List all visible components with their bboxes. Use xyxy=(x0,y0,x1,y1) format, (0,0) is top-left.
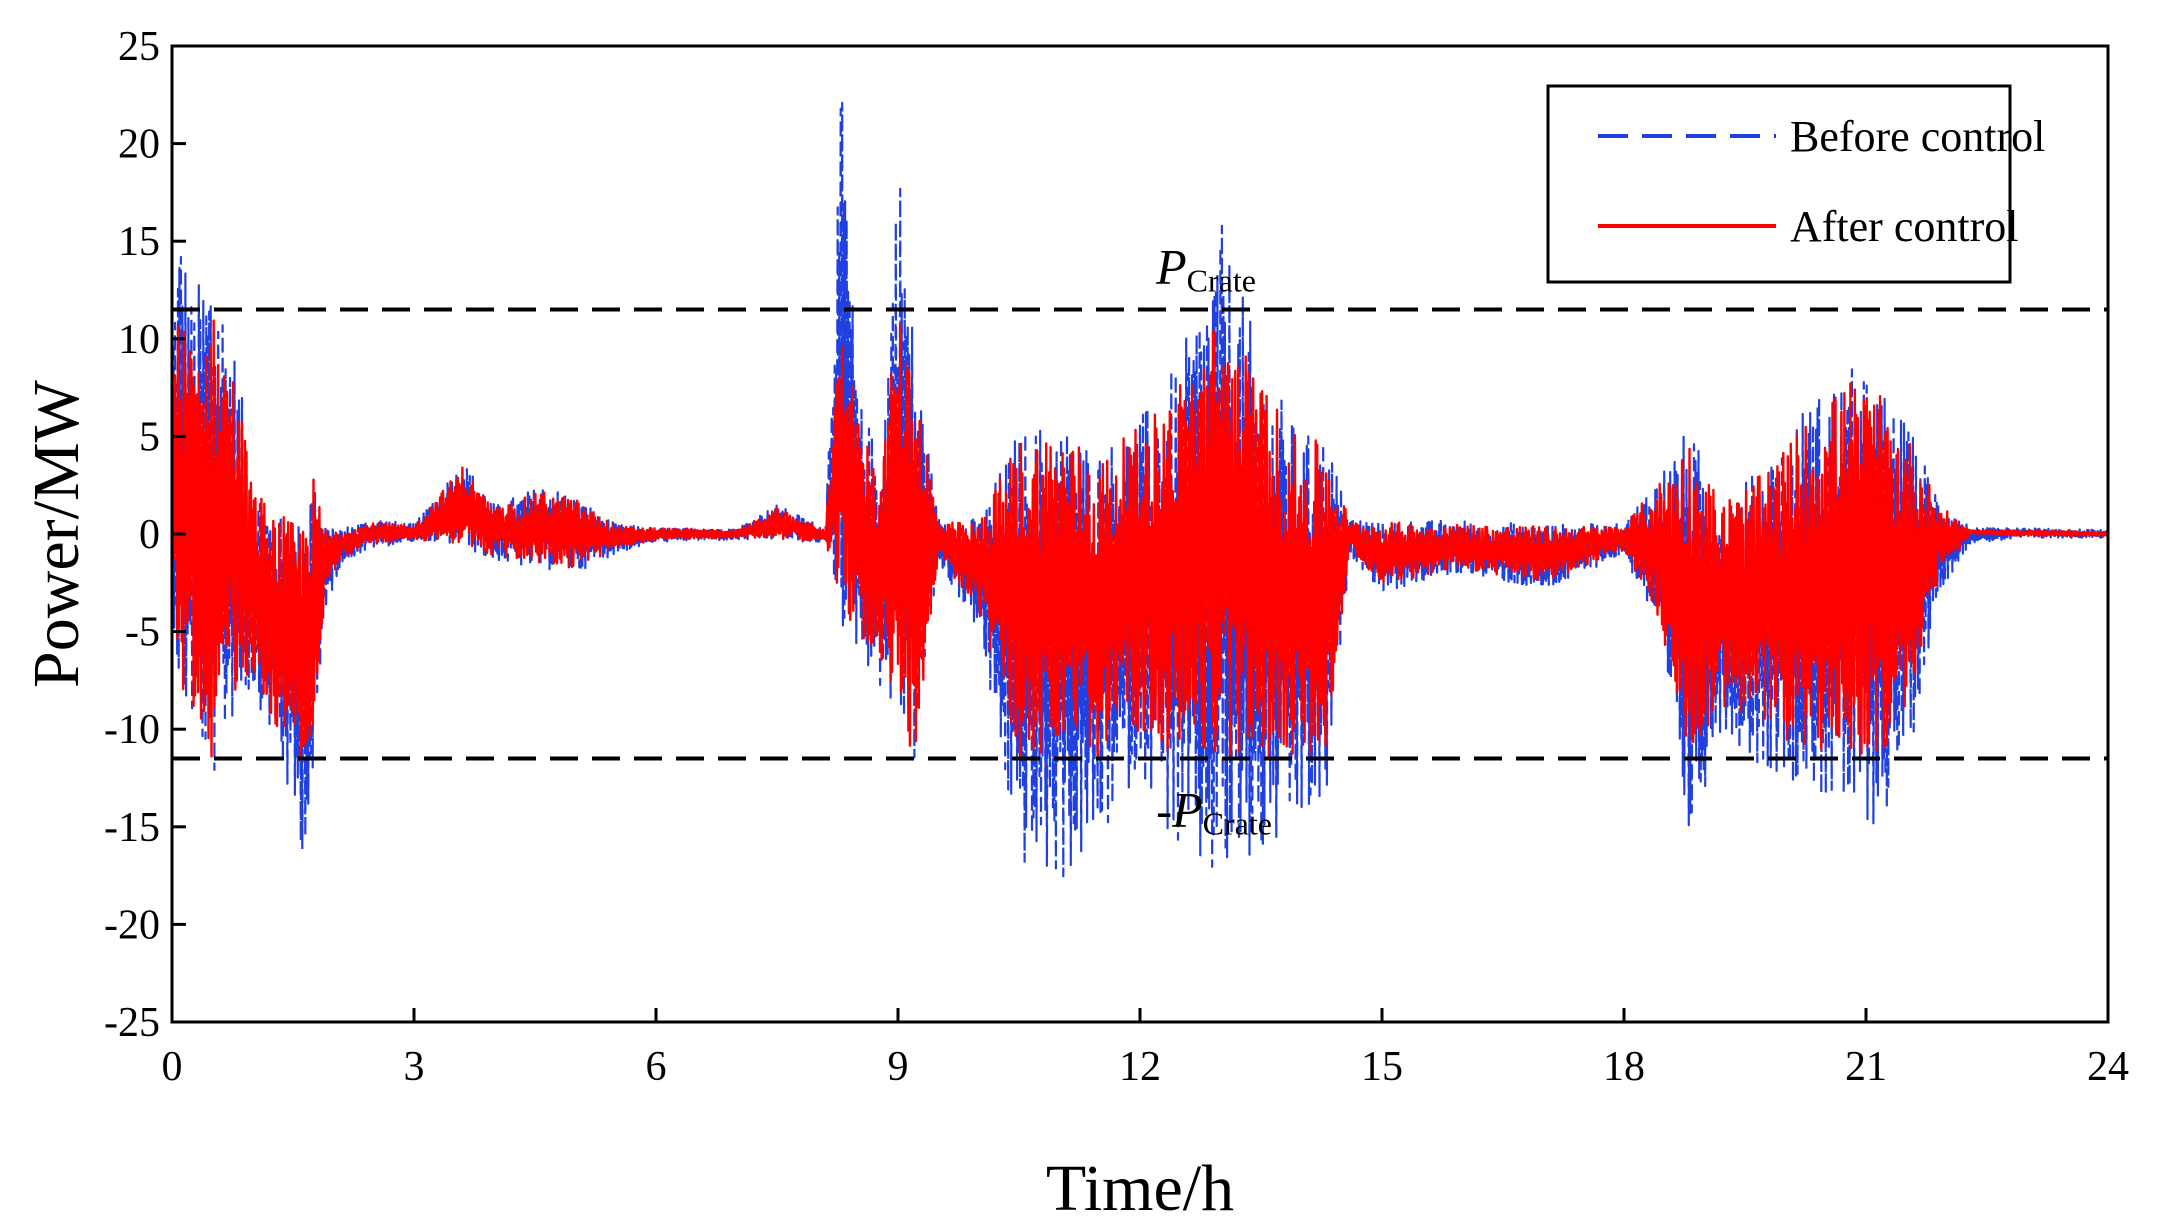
x-tick-label: 0 xyxy=(162,1044,183,1090)
x-tick-label: 15 xyxy=(1361,1044,1403,1090)
y-axis: -25 -20 -15 -10 -5 0 5 10 15 20 25 xyxy=(104,24,186,1046)
x-axis: 0 3 6 9 12 15 18 21 24 xyxy=(162,1008,2129,1090)
legend-label-after: After control xyxy=(1790,202,2018,251)
y-tick-label: 5 xyxy=(139,414,160,460)
x-axis-label: Time/h xyxy=(1046,1152,1234,1225)
x-tick-label: 21 xyxy=(1845,1044,1887,1090)
y-tick-label: 15 xyxy=(118,219,160,265)
rated-limit-annotations: PCrate -PCrate xyxy=(1155,239,1272,842)
y-tick-label: -15 xyxy=(104,805,160,851)
x-tick-label: 12 xyxy=(1119,1044,1161,1090)
rated-limit-lines xyxy=(172,307,2108,761)
y-tick-label: 25 xyxy=(118,24,160,70)
y-tick-label: 20 xyxy=(118,122,160,168)
y-tick-label: -5 xyxy=(125,610,160,656)
y-tick-label: -25 xyxy=(104,1000,160,1046)
y-tick-label: 10 xyxy=(118,317,160,363)
series-layer xyxy=(170,101,2110,878)
y-tick-label: -20 xyxy=(104,902,160,948)
x-tick-label: 6 xyxy=(646,1044,667,1090)
upper-limit-label: PCrate xyxy=(1155,239,1256,299)
lower-limit-label: -PCrate xyxy=(1156,781,1272,841)
x-tick-label: 3 xyxy=(404,1044,425,1090)
legend: Before control After control xyxy=(1546,84,2045,284)
y-tick-label: -10 xyxy=(104,707,160,753)
x-tick-label: 18 xyxy=(1603,1044,1645,1090)
y-axis-label: Power/MW xyxy=(20,379,93,688)
x-tick-label: 9 xyxy=(888,1044,909,1090)
y-tick-label: 0 xyxy=(139,512,160,558)
legend-box xyxy=(1546,84,2012,284)
series-after-control-line xyxy=(170,319,2110,760)
legend-label-before: Before control xyxy=(1790,112,2045,161)
x-tick-label: 24 xyxy=(2087,1044,2129,1090)
